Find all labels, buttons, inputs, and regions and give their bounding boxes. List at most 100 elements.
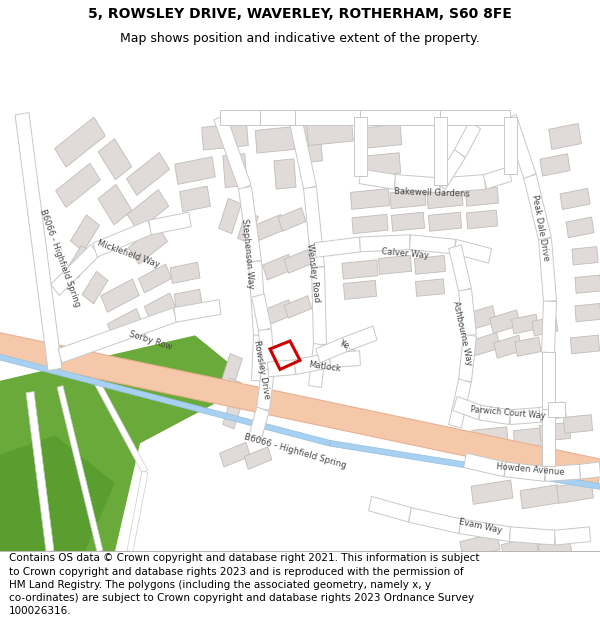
Polygon shape [251, 294, 271, 331]
Polygon shape [479, 405, 511, 424]
Polygon shape [0, 353, 331, 446]
Bar [350, 189, 389, 209]
Polygon shape [539, 402, 566, 422]
Polygon shape [88, 368, 148, 474]
Polygon shape [343, 326, 377, 351]
Polygon shape [260, 110, 295, 124]
Bar [284, 249, 312, 273]
Polygon shape [295, 110, 360, 124]
Bar [464, 306, 496, 331]
Bar [391, 213, 425, 231]
Text: Matlock: Matlock [308, 361, 342, 374]
Bar [98, 139, 132, 179]
Polygon shape [449, 245, 471, 292]
Polygon shape [524, 174, 551, 241]
Bar [284, 296, 312, 318]
Bar [358, 124, 402, 149]
Text: Micklefield Way: Micklefield Way [95, 238, 160, 269]
Text: Ke…: Ke… [338, 340, 358, 354]
Polygon shape [251, 335, 266, 381]
Polygon shape [353, 117, 367, 176]
Text: Ashbourne Way: Ashbourne Way [451, 300, 473, 366]
Polygon shape [304, 187, 325, 268]
Bar [415, 256, 446, 274]
Bar [470, 332, 500, 356]
Text: Peak Dale Drive: Peak Dale Drive [530, 194, 550, 261]
Bar [262, 300, 293, 326]
Bar [238, 211, 259, 243]
Polygon shape [308, 344, 326, 388]
Bar [502, 536, 539, 561]
Polygon shape [257, 368, 274, 410]
Bar [390, 189, 426, 209]
Polygon shape [454, 239, 491, 263]
Polygon shape [545, 464, 580, 481]
Polygon shape [149, 212, 191, 234]
Bar [101, 279, 139, 312]
Polygon shape [542, 352, 554, 409]
Polygon shape [503, 117, 517, 174]
Polygon shape [554, 527, 590, 545]
Polygon shape [0, 336, 230, 551]
Bar [379, 256, 412, 274]
Polygon shape [449, 379, 472, 428]
Polygon shape [0, 436, 115, 551]
Polygon shape [248, 261, 266, 336]
Bar [220, 442, 250, 467]
Polygon shape [51, 244, 99, 296]
Bar [262, 254, 293, 280]
Bar [571, 335, 599, 354]
Bar [563, 414, 593, 433]
Bar [98, 184, 132, 225]
Bar [278, 208, 306, 231]
Polygon shape [239, 186, 262, 262]
Polygon shape [329, 441, 600, 489]
Polygon shape [459, 519, 511, 541]
Bar [548, 124, 581, 149]
Bar [514, 428, 547, 448]
Polygon shape [127, 471, 148, 552]
Bar [352, 214, 388, 234]
Polygon shape [440, 110, 510, 124]
Polygon shape [268, 360, 295, 377]
Polygon shape [0, 332, 600, 484]
Bar [56, 163, 100, 208]
Polygon shape [395, 174, 440, 192]
Polygon shape [329, 351, 361, 368]
Polygon shape [314, 237, 361, 258]
Polygon shape [93, 221, 152, 257]
Bar [415, 279, 445, 296]
Bar [575, 304, 600, 322]
Polygon shape [539, 238, 556, 302]
Polygon shape [368, 496, 412, 522]
Bar [244, 447, 272, 469]
Polygon shape [548, 402, 565, 417]
Bar [223, 401, 241, 429]
Text: Evam Way: Evam Way [458, 518, 502, 535]
Bar [343, 281, 377, 299]
Bar [575, 275, 600, 293]
Bar [538, 538, 572, 561]
Bar [532, 317, 558, 336]
Bar [307, 121, 353, 146]
Text: Bakewell Gardens: Bakewell Gardens [394, 188, 470, 199]
Bar [145, 293, 176, 321]
Bar [342, 260, 378, 279]
Bar [512, 314, 538, 334]
Bar [428, 213, 461, 231]
Bar [460, 532, 500, 558]
Polygon shape [26, 391, 54, 552]
Bar [466, 188, 499, 206]
Bar [170, 262, 200, 283]
Bar [540, 154, 570, 176]
Polygon shape [409, 235, 455, 254]
Bar [223, 154, 247, 188]
Bar [127, 189, 169, 231]
Bar [67, 245, 93, 278]
Bar [175, 157, 215, 184]
Polygon shape [440, 174, 485, 192]
Bar [218, 198, 241, 234]
Bar [298, 121, 322, 163]
Polygon shape [453, 396, 482, 419]
Bar [255, 127, 295, 153]
